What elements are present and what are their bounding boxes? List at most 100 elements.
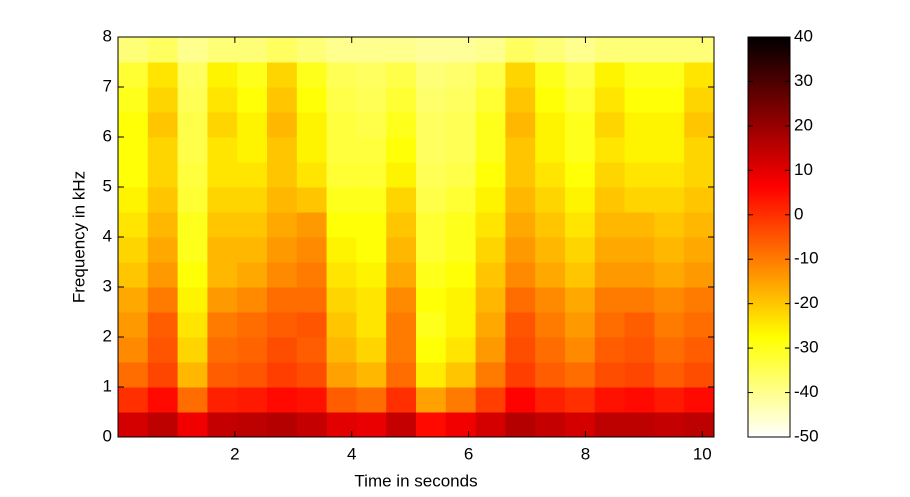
heatmap-cell bbox=[177, 137, 208, 163]
heatmap-cell bbox=[207, 212, 238, 238]
heatmap-cell bbox=[594, 337, 626, 363]
heatmap-cell bbox=[535, 412, 566, 438]
heatmap-cell bbox=[386, 112, 417, 138]
heatmap-cell bbox=[326, 62, 357, 88]
heatmap-cell bbox=[565, 187, 596, 213]
heatmap-cell bbox=[535, 262, 566, 288]
heatmap-cell bbox=[505, 137, 536, 163]
heatmap-cell bbox=[147, 362, 179, 388]
heatmap-cell bbox=[654, 112, 685, 138]
colorbar-tick-label: -50 bbox=[794, 426, 819, 445]
x-axis-label: Time in seconds bbox=[354, 471, 477, 490]
heatmap-cell bbox=[267, 387, 298, 413]
heatmap-cell bbox=[326, 387, 357, 413]
heatmap-cell bbox=[326, 262, 357, 288]
heatmap-cell bbox=[624, 412, 655, 438]
heatmap-cell bbox=[475, 387, 506, 413]
heatmap-cell bbox=[684, 212, 715, 238]
heatmap-cell bbox=[624, 37, 655, 63]
heatmap-cell bbox=[594, 162, 626, 188]
heatmap-cell bbox=[356, 212, 387, 238]
heatmap-cell bbox=[356, 87, 387, 113]
colorbar bbox=[747, 36, 791, 438]
y-tick-label: 8 bbox=[103, 26, 112, 45]
heatmap-cell bbox=[445, 387, 477, 413]
heatmap-cell bbox=[654, 287, 685, 313]
heatmap-cell bbox=[267, 212, 298, 238]
heatmap-cell bbox=[296, 387, 328, 413]
heatmap-cell bbox=[684, 62, 715, 88]
heatmap-cell bbox=[177, 112, 208, 138]
heatmap-cell bbox=[207, 287, 238, 313]
heatmap-cell bbox=[416, 387, 447, 413]
heatmap-cell bbox=[535, 337, 566, 363]
heatmap-cell bbox=[654, 262, 685, 288]
colorbar-tick-label: -10 bbox=[794, 249, 819, 268]
heatmap-cell bbox=[624, 87, 655, 113]
heatmap-cell bbox=[207, 387, 238, 413]
heatmap-cell bbox=[445, 112, 477, 138]
heatmap-cell bbox=[237, 212, 268, 238]
heatmap-cell bbox=[326, 287, 357, 313]
heatmap-cell bbox=[684, 262, 715, 288]
heatmap-cell bbox=[267, 87, 298, 113]
heatmap-cell bbox=[475, 37, 506, 63]
heatmap-cell bbox=[237, 412, 268, 438]
heatmap-cell bbox=[624, 62, 655, 88]
heatmap-cell bbox=[565, 162, 596, 188]
heatmap-cell bbox=[237, 387, 268, 413]
heatmap-cell bbox=[416, 262, 447, 288]
heatmap-cell bbox=[475, 87, 506, 113]
heatmap-cell bbox=[535, 187, 566, 213]
heatmap-cell bbox=[296, 37, 328, 63]
heatmap-cell bbox=[118, 237, 149, 263]
heatmap-cell bbox=[177, 87, 208, 113]
heatmap-cell bbox=[565, 62, 596, 88]
heatmap-cell bbox=[475, 412, 506, 438]
heatmap-cell bbox=[296, 162, 328, 188]
heatmap-cell bbox=[296, 237, 328, 263]
heatmap-cell bbox=[118, 362, 149, 388]
heatmap-cell bbox=[594, 287, 626, 313]
heatmap-cell bbox=[475, 362, 506, 388]
y-tick-label: 5 bbox=[103, 176, 112, 195]
heatmap-cell bbox=[147, 312, 179, 338]
heatmap-cell bbox=[296, 212, 328, 238]
heatmap-cell bbox=[237, 287, 268, 313]
heatmap-cell bbox=[207, 37, 238, 63]
heatmap-cell bbox=[505, 237, 536, 263]
heatmap-cell bbox=[177, 312, 208, 338]
heatmap-cell bbox=[505, 62, 536, 88]
heatmap-cell bbox=[654, 37, 685, 63]
heatmap-cell bbox=[147, 37, 179, 63]
heatmap-cell bbox=[565, 112, 596, 138]
colorbar-tick-label: 40 bbox=[794, 26, 813, 45]
heatmap-cell bbox=[505, 287, 536, 313]
heatmap-cell bbox=[207, 262, 238, 288]
heatmap-cell bbox=[237, 312, 268, 338]
heatmap-cell bbox=[386, 312, 417, 338]
heatmap-cell bbox=[594, 112, 626, 138]
heatmap-cell bbox=[207, 237, 238, 263]
heatmap-cell bbox=[505, 262, 536, 288]
heatmap-cell bbox=[416, 212, 447, 238]
heatmap-cell bbox=[356, 187, 387, 213]
heatmap-cell bbox=[326, 212, 357, 238]
heatmap-cell bbox=[326, 412, 357, 438]
heatmap-cell bbox=[684, 362, 715, 388]
heatmap-cell bbox=[326, 312, 357, 338]
y-tick-label: 1 bbox=[103, 376, 112, 395]
heatmap-cell bbox=[177, 262, 208, 288]
heatmap-cell bbox=[445, 237, 477, 263]
heatmap-cell bbox=[177, 212, 208, 238]
heatmap-cell bbox=[654, 362, 685, 388]
y-tick-label: 4 bbox=[103, 226, 112, 245]
heatmap-cell bbox=[296, 112, 328, 138]
heatmap-cell bbox=[654, 337, 685, 363]
heatmap-cell bbox=[296, 187, 328, 213]
heatmap-cell bbox=[624, 362, 655, 388]
heatmap-cell bbox=[654, 312, 685, 338]
heatmap-cell bbox=[386, 262, 417, 288]
heatmap-cell bbox=[565, 412, 596, 438]
heatmap-cell bbox=[475, 162, 506, 188]
